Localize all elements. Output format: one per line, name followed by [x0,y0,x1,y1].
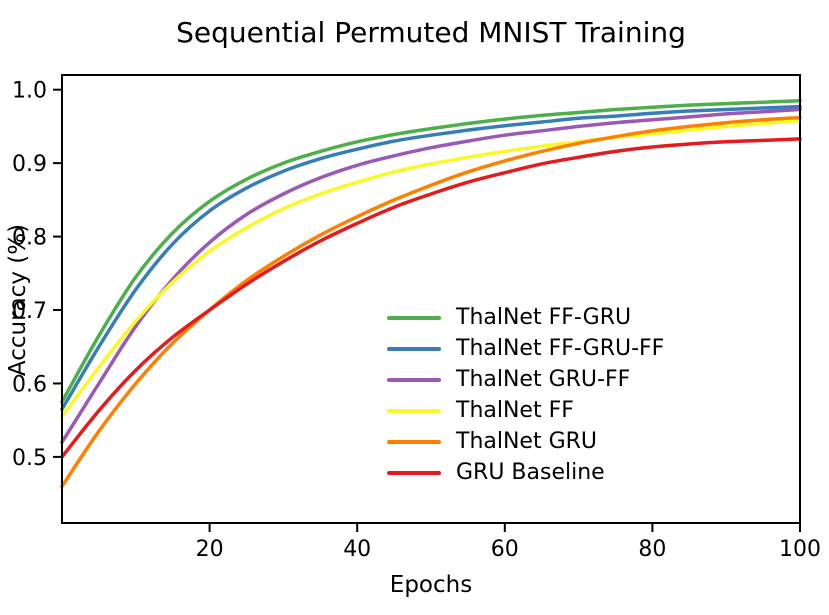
y-tick-label: 1.0 [12,79,47,104]
legend-label: ThalNet FF-GRU-FF [456,336,665,361]
legend-item: ThalNet FF [387,395,664,426]
legend-item: GRU Baseline [387,457,664,488]
legend-label: ThalNet FF [456,398,574,423]
x-tick-label: 20 [196,537,224,562]
legend-line-swatch [387,346,441,351]
legend-label: ThalNet GRU [456,429,598,454]
x-tick-label: 40 [343,537,371,562]
y-tick-label: 0.7 [12,299,47,324]
y-tick-label: 0.8 [12,226,47,251]
y-tick-label: 0.5 [12,446,47,471]
y-axis-label: Accuracy (%) [5,223,31,377]
legend-label: ThalNet FF-GRU [456,305,632,330]
legend-item: ThalNet GRU [387,426,664,457]
x-tick-label: 60 [491,537,519,562]
legend-line-swatch [387,377,441,382]
legend-label: ThalNet GRU-FF [456,367,631,392]
chart-title: Sequential Permuted MNIST Training [176,16,686,49]
y-tick-label: 0.9 [12,152,47,177]
legend-item: ThalNet FF-GRU-FF [387,333,664,364]
legend-label: GRU Baseline [456,460,605,485]
legend-line-swatch [387,470,441,475]
legend-line-swatch [387,408,441,413]
legend-item: ThalNet GRU-FF [387,364,664,395]
y-tick-label: 0.6 [12,372,47,397]
x-tick-label: 80 [638,537,666,562]
x-tick-label: 100 [779,537,821,562]
legend-line-swatch [387,315,441,320]
legend-item: ThalNet FF-GRU [387,302,664,333]
legend-line-swatch [387,439,441,444]
x-axis-label: Epochs [389,572,473,598]
legend: ThalNet FF-GRU ThalNet FF-GRU-FF ThalNet… [387,302,664,488]
